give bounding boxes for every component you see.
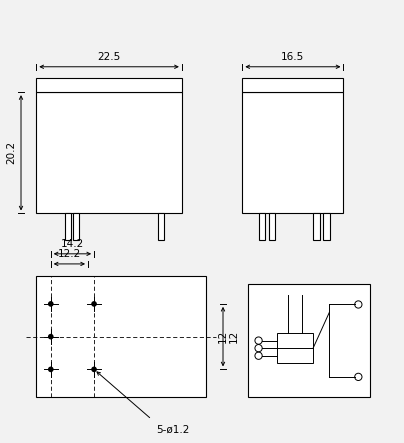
Circle shape bbox=[91, 301, 97, 307]
Text: 14.2: 14.2 bbox=[61, 239, 84, 249]
Bar bbox=[313, 214, 320, 240]
Text: 12: 12 bbox=[229, 330, 239, 343]
Bar bbox=[323, 214, 330, 240]
Bar bbox=[73, 214, 79, 240]
Bar bbox=[259, 214, 265, 240]
Bar bbox=[65, 214, 71, 240]
Bar bbox=[36, 92, 182, 214]
Bar bbox=[248, 284, 370, 397]
Text: 20.2: 20.2 bbox=[6, 141, 16, 164]
Text: 12: 12 bbox=[218, 330, 228, 343]
Text: 12.2: 12.2 bbox=[58, 249, 81, 259]
Circle shape bbox=[48, 301, 54, 307]
Bar bbox=[242, 92, 343, 214]
Bar bbox=[158, 214, 164, 240]
Circle shape bbox=[48, 334, 54, 339]
Bar bbox=[277, 333, 313, 363]
Bar bbox=[242, 78, 343, 92]
Bar bbox=[269, 214, 275, 240]
Text: 16.5: 16.5 bbox=[281, 52, 305, 62]
Text: 22.5: 22.5 bbox=[97, 52, 121, 62]
Circle shape bbox=[48, 366, 54, 372]
Bar bbox=[36, 276, 206, 397]
Bar bbox=[36, 78, 182, 92]
Circle shape bbox=[91, 366, 97, 372]
Text: 5-ø1.2: 5-ø1.2 bbox=[156, 424, 189, 434]
